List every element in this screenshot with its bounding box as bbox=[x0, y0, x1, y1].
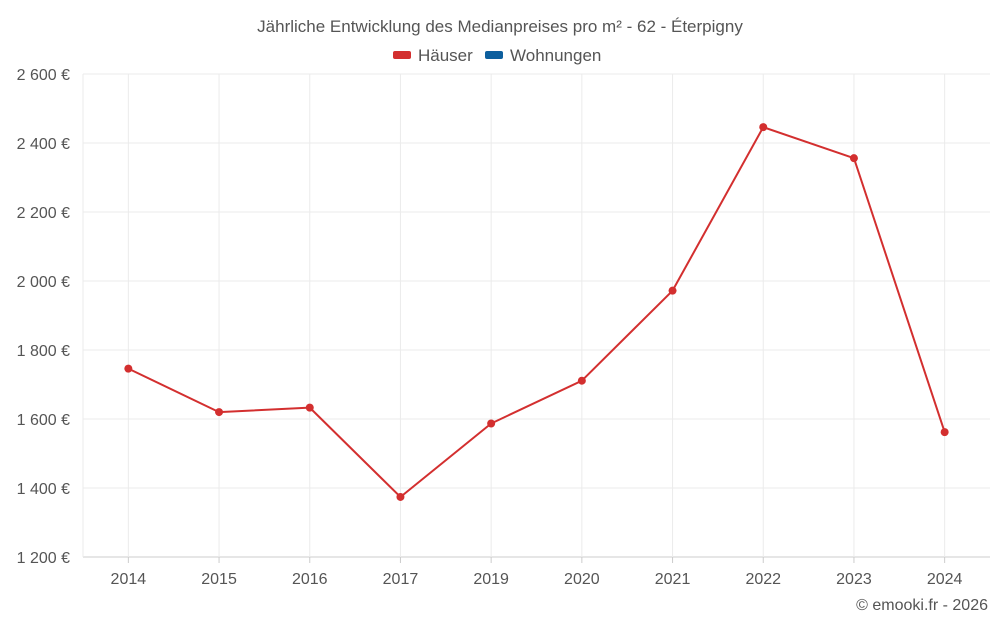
x-tick-label: 2021 bbox=[655, 571, 691, 588]
legend: Häuser Wohnungen bbox=[393, 46, 601, 65]
x-tick-label: 2024 bbox=[927, 571, 963, 588]
legend-swatch-wohnungen bbox=[485, 51, 503, 59]
legend-item-haeuser[interactable]: Häuser bbox=[393, 46, 473, 65]
y-tick-label: 1 600 € bbox=[17, 412, 70, 429]
y-axis: 1 200 € 1 400 € 1 600 € 1 800 € 2 000 € 2 200… bbox=[17, 67, 84, 567]
data-point[interactable] bbox=[215, 408, 224, 417]
x-tick-label: 2023 bbox=[836, 571, 872, 588]
legend-swatch-haeuser bbox=[393, 51, 411, 59]
data-point[interactable] bbox=[759, 123, 768, 132]
y-tick-label: 2 600 € bbox=[17, 67, 70, 84]
data-point[interactable] bbox=[849, 154, 858, 163]
copyright-credit: © emooki.fr - 2026 bbox=[856, 597, 988, 614]
legend-label-haeuser: Häuser bbox=[418, 46, 473, 65]
data-point[interactable] bbox=[940, 428, 949, 437]
x-tick-label: 2019 bbox=[473, 571, 509, 588]
data-point[interactable] bbox=[396, 492, 405, 501]
series-line-haeuser bbox=[127, 126, 946, 498]
data-point[interactable] bbox=[124, 364, 133, 373]
x-axis: 2014 2015 2016 2017 2019 2020 2021 2022 2023 2024 bbox=[111, 557, 963, 588]
series-layer bbox=[124, 123, 949, 501]
legend-item-wohnungen[interactable]: Wohnungen bbox=[485, 46, 601, 65]
y-tick-label: 2 400 € bbox=[17, 136, 70, 153]
x-tick-label: 2014 bbox=[111, 571, 147, 588]
data-point[interactable] bbox=[305, 403, 314, 412]
data-point[interactable] bbox=[487, 419, 496, 428]
data-point[interactable] bbox=[668, 286, 677, 295]
y-tick-label: 1 200 € bbox=[17, 550, 70, 567]
y-gridlines bbox=[83, 73, 990, 558]
y-tick-label: 1 800 € bbox=[17, 343, 70, 360]
x-tick-label: 2016 bbox=[292, 571, 328, 588]
x-tick-label: 2022 bbox=[745, 571, 781, 588]
y-tick-label: 1 400 € bbox=[17, 481, 70, 498]
chart-title: Jährliche Entwicklung des Medianpreises … bbox=[257, 17, 743, 36]
legend-label-wohnungen: Wohnungen bbox=[510, 46, 601, 65]
x-gridlines bbox=[127, 74, 946, 557]
x-tick-label: 2015 bbox=[201, 571, 237, 588]
x-tick-label: 2020 bbox=[564, 571, 600, 588]
y-tick-label: 2 200 € bbox=[17, 205, 70, 222]
data-point[interactable] bbox=[577, 376, 586, 385]
x-tick-label: 2017 bbox=[383, 571, 419, 588]
y-tick-label: 2 000 € bbox=[17, 274, 70, 291]
